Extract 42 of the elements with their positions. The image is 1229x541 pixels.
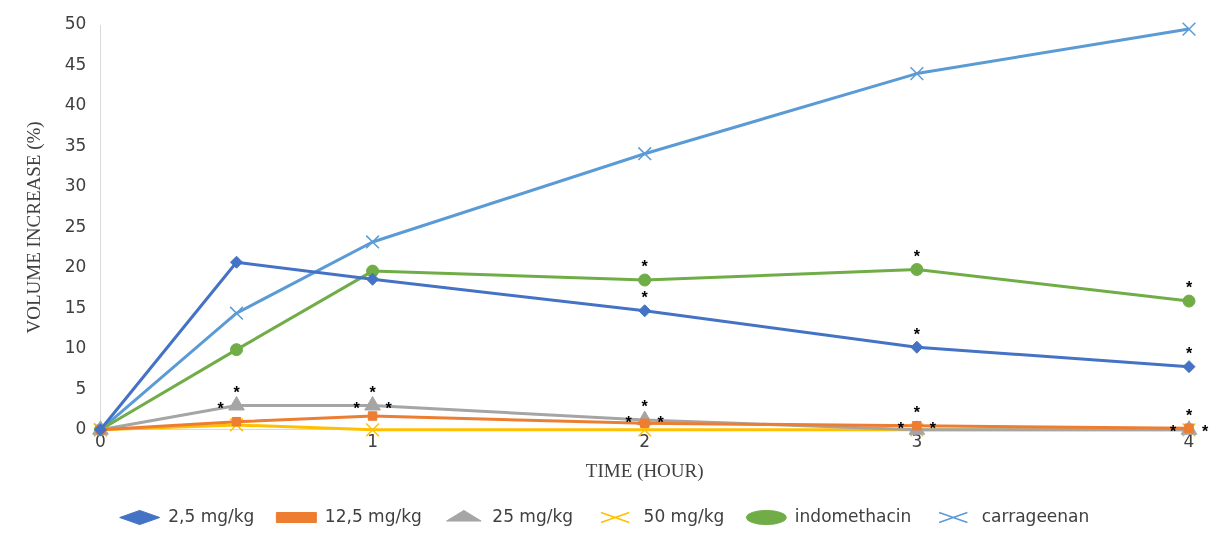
y-tick-label: 0 — [75, 418, 87, 439]
annotation: * — [913, 404, 921, 422]
x-tick-label: 1 — [367, 431, 378, 452]
y-tick-label: 20 — [64, 256, 87, 277]
annotation: * — [217, 399, 225, 417]
y-tick-label: 25 — [64, 215, 87, 236]
legend-label: carrageenan — [981, 505, 1090, 526]
y-tick-label: 30 — [64, 175, 87, 196]
x-tick-label: 4 — [1183, 431, 1195, 452]
legend-label: 12,5 mg/kg — [324, 505, 422, 526]
y-tick-label: 10 — [64, 337, 87, 358]
legend-label: indomethacin — [794, 505, 912, 526]
legend-label: 25 mg/kg — [492, 505, 574, 526]
annotation: * — [233, 383, 241, 401]
annotation: * — [641, 289, 649, 307]
annotation: * — [369, 383, 377, 401]
annotation: * — [913, 325, 921, 343]
legend-label: 2,5 mg/kg — [168, 505, 255, 526]
annotation: * — [1185, 345, 1193, 363]
y-tick-label: 40 — [64, 94, 87, 115]
y-tick-label: 15 — [64, 296, 87, 317]
annotation: * — [1169, 422, 1177, 440]
legend-label: 50 mg/kg — [643, 505, 725, 526]
annotation: * — [641, 398, 649, 416]
x-axis-title: TIME (HOUR) — [585, 459, 704, 482]
y-tick-label: 5 — [75, 377, 87, 398]
annotation: * — [641, 258, 649, 276]
annotation: * — [1185, 406, 1193, 424]
annotation: * — [929, 420, 937, 438]
y-tick-label: 45 — [64, 53, 87, 74]
annotation: * — [625, 414, 633, 432]
annotation: * — [913, 247, 921, 265]
annotation: * — [385, 399, 393, 417]
y-axis-title: VOLUME INCREASE (%) — [23, 121, 46, 334]
x-tick-label: 3 — [911, 431, 923, 452]
x-tick-label: 2 — [639, 431, 651, 452]
y-tick-label: 35 — [64, 134, 87, 155]
y-tick-label: 50 — [64, 13, 87, 34]
annotation: * — [1201, 422, 1209, 440]
annotation: * — [1185, 279, 1193, 297]
annotation: * — [657, 414, 665, 432]
annotation: * — [353, 399, 361, 417]
